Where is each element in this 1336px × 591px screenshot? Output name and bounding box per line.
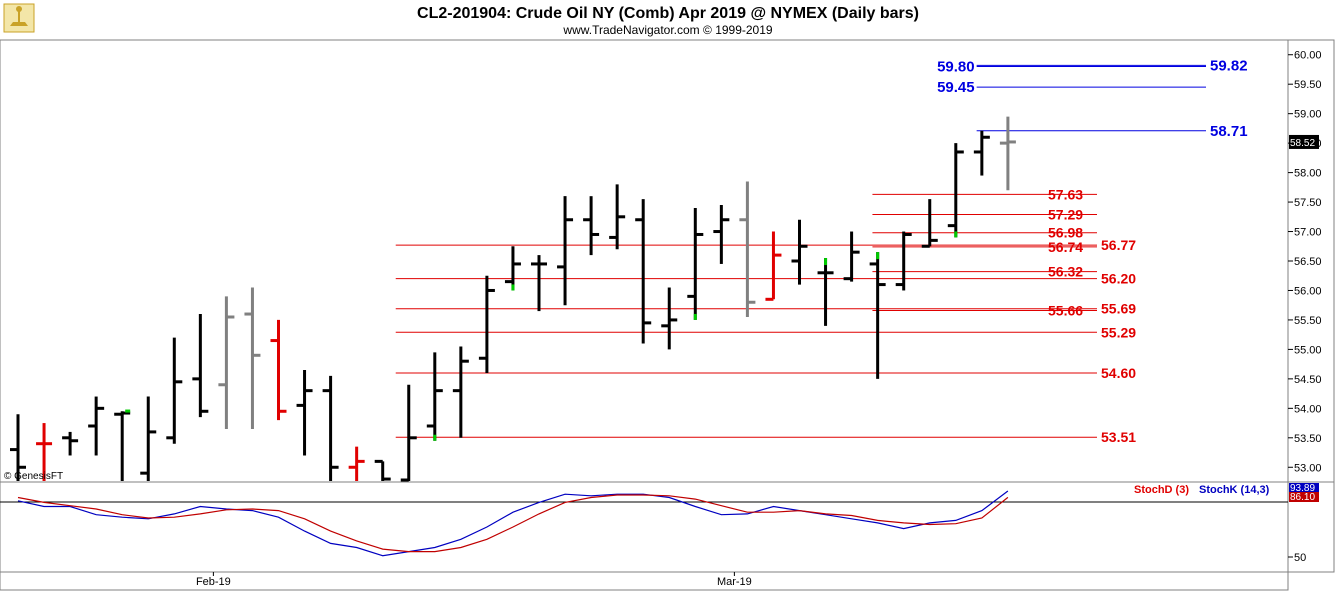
last-price-marker: 58.52	[1289, 134, 1319, 149]
price-tick-label: 56.50	[1294, 256, 1322, 268]
watermark-text: © GenesisFT	[4, 471, 63, 482]
stoch-k-last-badge	[1289, 483, 1319, 492]
ohlc-bar	[400, 384, 417, 482]
ohlc-bar	[921, 199, 938, 248]
stoch-d-last-badge	[1289, 492, 1319, 502]
price-tick-label: 60.00	[1294, 50, 1322, 62]
price-tick-label: 57.00	[1294, 227, 1322, 239]
price-tick-label: 53.00	[1294, 462, 1322, 474]
app-logo-icon	[3, 3, 35, 33]
date-tick-label: Mar-19	[717, 576, 752, 588]
price-level-label: 59.82	[1210, 57, 1248, 74]
ohlc-bar	[88, 396, 105, 456]
ohlc-bar	[661, 287, 678, 350]
ohlc-bar	[739, 181, 756, 317]
price-tick-label: 55.50	[1294, 315, 1322, 327]
ohlc-bars	[10, 116, 1016, 482]
price-level-label: 57.29	[1048, 206, 1083, 222]
ohlc-bar	[322, 375, 339, 481]
ohlc-bar	[348, 446, 365, 481]
price-level-label: 56.74	[1048, 239, 1083, 255]
price-level-label: 56.32	[1048, 264, 1083, 280]
ohlc-bar	[218, 296, 235, 429]
ohlc-bar	[140, 396, 157, 481]
ohlc-bar	[62, 431, 79, 456]
date-tick-label: Feb-19	[196, 576, 231, 588]
ohlc-bar	[713, 205, 730, 264]
ohlc-bar	[557, 196, 574, 306]
ohlc-bar	[869, 252, 886, 379]
price-axis: 60.0059.5059.0058.5058.0057.5057.0056.50…	[1288, 50, 1322, 474]
stoch-d-line	[17, 494, 1009, 553]
price-tick-label: 53.50	[1294, 433, 1322, 445]
stoch-k-last-label: 93.89	[1290, 483, 1315, 494]
price-tick-label: 59.00	[1294, 109, 1322, 121]
date-axis: Feb-19 Mar-19	[196, 572, 752, 588]
price-tick-label: 55.00	[1294, 344, 1322, 356]
ohlc-bar	[947, 143, 964, 238]
ohlc-bar	[10, 414, 26, 481]
ohlc-bar	[687, 207, 704, 320]
last-price-badge	[1289, 134, 1319, 149]
ohlc-bar	[999, 116, 1016, 191]
ohlc-bar	[374, 459, 391, 481]
price-level-label: 56.20	[1101, 271, 1136, 287]
price-level-label: 55.29	[1101, 324, 1136, 340]
stoch-k-line	[17, 490, 1009, 557]
ohlc-bar	[843, 231, 860, 282]
price-level-label: 58.71	[1210, 123, 1248, 140]
ohlc-bar	[609, 184, 626, 250]
price-level-label: 56.98	[1048, 225, 1083, 241]
price-level-label: 54.60	[1101, 365, 1136, 381]
ohlc-bar	[192, 314, 209, 418]
price-level-label: 57.63	[1048, 186, 1083, 202]
stoch-k-legend: StochK (14,3)	[1199, 484, 1270, 496]
ohlc-bar	[452, 346, 469, 438]
ohlc-bar	[817, 258, 834, 326]
stoch-d-last-label: 86.10	[1290, 492, 1315, 503]
ohlc-bar	[635, 199, 652, 344]
price-tick-label: 58.00	[1294, 168, 1322, 180]
price-level-label: 53.51	[1101, 429, 1136, 445]
price-tick-label: 59.50	[1294, 79, 1322, 91]
date-axis-frame	[0, 571, 1289, 591]
ohlc-bar	[244, 287, 261, 429]
price-level-label: 59.45	[937, 79, 975, 96]
ohlc-bar	[504, 246, 521, 291]
price-levels: 59.80 59.82 59.45 58.71 57.63 57.29 56.9856.74…	[395, 57, 1248, 445]
chart-title: CL2-201904: Crude Oil NY (Comb) Apr 2019…	[417, 5, 919, 22]
copyright-text: www.TradeNavigator.com © 1999-2019	[562, 23, 772, 37]
ohlc-bar	[791, 219, 808, 285]
ohlc-bar	[478, 275, 495, 373]
last-price-label: 58.52	[1290, 138, 1315, 149]
ohlc-bar	[270, 319, 287, 421]
ohlc-bar	[166, 337, 183, 444]
ohlc-bar	[895, 231, 912, 291]
ohlc-bar	[531, 255, 547, 312]
price-level-label: 56.77	[1101, 237, 1136, 253]
price-level-label: 55.66	[1048, 303, 1083, 319]
price-tick-label: 54.00	[1294, 403, 1322, 415]
stoch-panel-frame	[0, 481, 1289, 573]
price-axis-frame	[1287, 39, 1335, 483]
ohlc-bar	[36, 423, 53, 481]
ohlc-bar	[296, 370, 313, 456]
stoch-tick-label: 50	[1294, 552, 1306, 564]
stoch-d-legend: StochD (3)	[1134, 484, 1189, 496]
price-level-label: 59.80	[937, 59, 975, 76]
ohlc-bar	[583, 196, 600, 256]
price-tick-label: 56.00	[1294, 285, 1322, 297]
ohlc-bar	[426, 352, 443, 441]
ohlc-bar	[973, 130, 990, 176]
price-tick-label: 54.50	[1294, 374, 1322, 386]
price-level-label: 55.69	[1101, 301, 1136, 317]
price-tick-label: 57.50	[1294, 197, 1322, 209]
ohlc-bar	[765, 231, 782, 301]
ohlc-bar	[114, 409, 131, 481]
